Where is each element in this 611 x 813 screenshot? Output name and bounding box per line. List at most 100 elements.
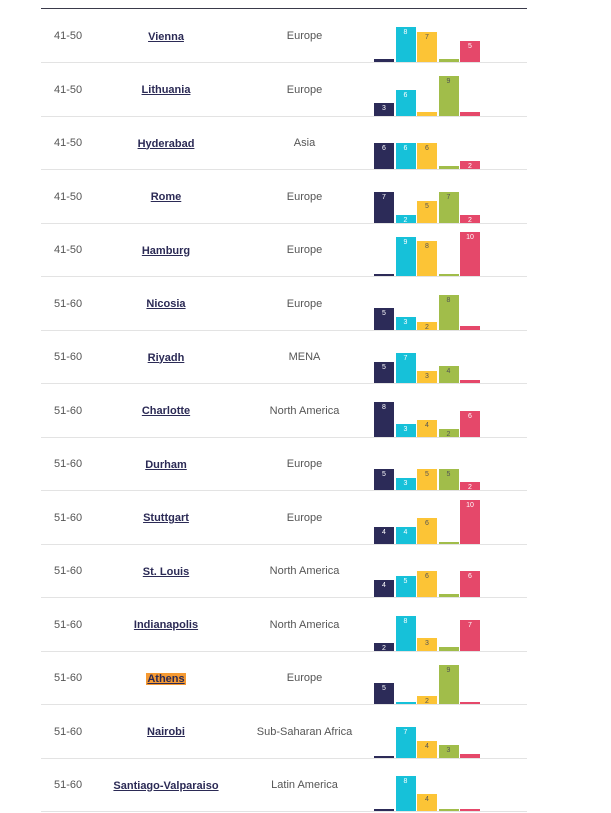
bar-value-label: 5 bbox=[382, 310, 386, 317]
rank-cell: 51-60 bbox=[54, 779, 83, 791]
bar-value-label: 2 bbox=[382, 644, 386, 652]
score-bar: 5 bbox=[374, 308, 394, 331]
bar-value-label: 3 bbox=[446, 747, 451, 754]
rank-cell: 41-50 bbox=[54, 190, 83, 203]
score-bar bbox=[460, 112, 480, 117]
row-divider bbox=[41, 169, 527, 170]
bar-value-label: 8 bbox=[382, 403, 386, 411]
score-bar bbox=[438, 274, 459, 277]
score-bar-chart: 8 7 5 bbox=[374, 10, 484, 63]
table-row: 41-50 Lithuania Europe 3 6 9 bbox=[41, 64, 527, 117]
score-bar bbox=[460, 326, 480, 331]
score-bar bbox=[438, 809, 459, 812]
city-link[interactable]: St. Louis bbox=[142, 565, 190, 578]
city-link[interactable]: Stuttgart bbox=[143, 512, 189, 524]
score-bar bbox=[438, 541, 459, 545]
score-bar-chart: 2 8 3 7 bbox=[374, 599, 484, 652]
bar-value-label: 5 bbox=[382, 684, 386, 692]
city-link[interactable]: Riyadh bbox=[147, 351, 185, 364]
bar-value-label: 6 bbox=[403, 91, 408, 99]
region-cell: North America bbox=[269, 404, 340, 417]
row-divider bbox=[41, 62, 527, 63]
bar-value-label: 6 bbox=[403, 145, 408, 152]
city-link[interactable]: Rome bbox=[150, 191, 182, 203]
score-bar: 7 bbox=[460, 620, 480, 652]
region-cell: North America bbox=[269, 618, 340, 631]
region-cell: Asia bbox=[293, 137, 316, 149]
city-cell: Hyderabad bbox=[103, 117, 229, 170]
city-link[interactable]: Santiago-Valparaiso bbox=[113, 779, 219, 792]
bar-value-label: 6 bbox=[425, 519, 429, 527]
city-link[interactable]: Hyderabad bbox=[137, 137, 195, 150]
table-row: 41-50 Hyderabad Asia 6 6 6 2 bbox=[41, 117, 527, 170]
city-cell: Indianapolis bbox=[103, 599, 229, 652]
bar-value-label: 10 bbox=[466, 234, 474, 241]
bar-value-label: 3 bbox=[382, 105, 386, 112]
row-divider bbox=[41, 704, 527, 705]
region-cell: North America bbox=[269, 565, 340, 577]
city-link[interactable]: Charlotte bbox=[141, 405, 191, 417]
score-bar: 3 bbox=[374, 103, 394, 117]
city-link[interactable]: Athens bbox=[146, 672, 186, 685]
bar-value-label: 6 bbox=[468, 412, 472, 420]
table-row: 51-60 Stuttgart Europe 4 4 6 10 bbox=[41, 492, 527, 545]
rank-cell: 51-60 bbox=[54, 725, 83, 738]
bar-value-label: 9 bbox=[446, 78, 451, 85]
bar-value-label: 2 bbox=[446, 430, 451, 438]
row-divider bbox=[41, 383, 527, 384]
score-bar: 2 bbox=[438, 428, 459, 438]
score-bar bbox=[460, 702, 480, 705]
row-divider bbox=[41, 115, 527, 117]
score-bar: 3 bbox=[395, 317, 416, 331]
city-link[interactable]: Hamburg bbox=[141, 244, 191, 257]
score-bar-chart: 6 6 6 2 bbox=[374, 117, 484, 170]
city-link[interactable]: Nicosia bbox=[146, 298, 186, 310]
city-link[interactable]: Lithuania bbox=[141, 84, 191, 96]
region-cell: Europe bbox=[286, 244, 323, 256]
bar-value-label: 5 bbox=[382, 470, 386, 478]
city-link[interactable]: Nairobi bbox=[147, 726, 185, 738]
bar-value-label: 7 bbox=[403, 354, 408, 362]
score-bar: 8 bbox=[374, 401, 394, 438]
table-row: 51-60 Durham Europe 5 3 5 5 2 bbox=[41, 438, 527, 491]
city-cell: St. Louis bbox=[103, 545, 229, 598]
row-divider bbox=[41, 436, 527, 438]
region-cell: MENA bbox=[288, 351, 321, 363]
score-bar: 6 bbox=[460, 571, 480, 598]
score-bar bbox=[374, 755, 394, 759]
score-bar: 5 bbox=[374, 682, 394, 705]
score-bar: 2 bbox=[460, 214, 480, 224]
score-bar: 4 bbox=[438, 366, 459, 384]
city-cell: Durham bbox=[103, 438, 229, 491]
bar-value-label: 4 bbox=[425, 742, 429, 750]
city-cell: Nicosia bbox=[103, 278, 229, 331]
score-bar: 2 bbox=[460, 161, 480, 170]
score-bar: 7 bbox=[395, 352, 416, 384]
score-bar: 8 bbox=[395, 776, 416, 812]
score-bar: 7 bbox=[374, 192, 394, 224]
score-bar: 5 bbox=[374, 361, 394, 384]
score-bar bbox=[374, 809, 394, 812]
score-bar bbox=[438, 593, 459, 598]
city-cell: Stuttgart bbox=[103, 492, 229, 545]
row-divider bbox=[41, 543, 527, 545]
score-bar: 2 bbox=[374, 642, 394, 652]
score-bar: 5 bbox=[395, 575, 416, 598]
score-bar: 4 bbox=[417, 419, 437, 438]
row-divider bbox=[41, 276, 527, 277]
bar-value-label: 3 bbox=[425, 640, 429, 647]
score-bar: 3 bbox=[395, 424, 416, 438]
score-bar-chart: 4 5 6 6 bbox=[374, 545, 484, 598]
city-cell: Rome bbox=[103, 171, 229, 224]
score-bar: 5 bbox=[417, 468, 437, 491]
table-row: 41-50 Hamburg Europe 9 8 10 bbox=[41, 224, 527, 277]
score-bar: 6 bbox=[417, 571, 437, 598]
city-link[interactable]: Vienna bbox=[148, 30, 184, 43]
row-divider bbox=[41, 490, 527, 491]
city-link[interactable]: Indianapolis bbox=[133, 619, 199, 631]
city-link[interactable]: Durham bbox=[145, 458, 187, 471]
region-cell: Sub-Saharan Africa bbox=[256, 725, 353, 738]
score-bar bbox=[374, 58, 394, 63]
bar-value-label: 3 bbox=[403, 426, 408, 433]
score-bar-chart: 7 4 3 bbox=[374, 706, 484, 759]
